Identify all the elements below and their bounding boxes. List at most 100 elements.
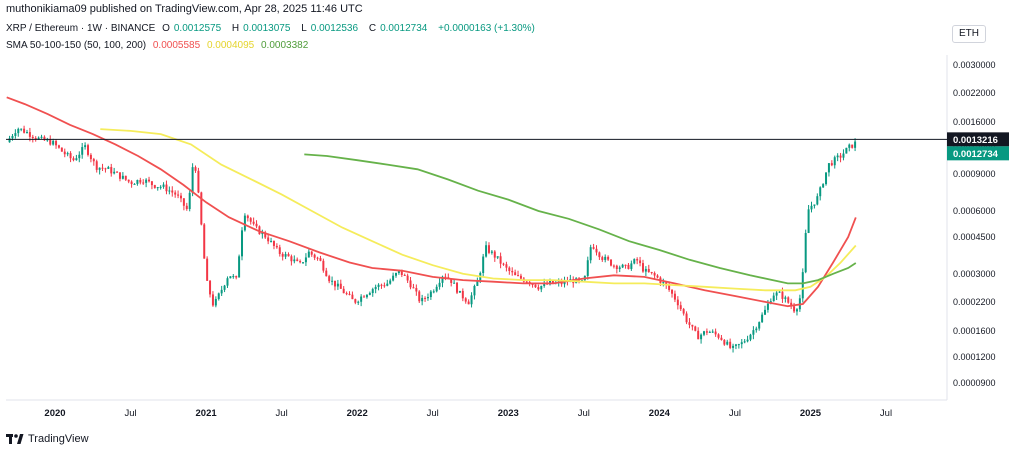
high-value: 0.0013075 <box>243 23 291 34</box>
candle-body <box>380 284 383 286</box>
sma-legend: SMA 50-100-150 (50, 100, 200) 0.0005585 … <box>6 40 312 51</box>
y-tick-label: 0.0004500 <box>953 232 996 242</box>
candle-body <box>165 184 168 192</box>
candle-body <box>679 305 682 310</box>
candle-body <box>377 284 380 287</box>
candle-body <box>473 285 476 296</box>
candle-body <box>775 292 778 296</box>
candle-body <box>476 280 479 286</box>
candle-body <box>14 133 17 136</box>
candle-body <box>360 296 363 302</box>
candle-body <box>28 132 31 137</box>
candle-body <box>813 204 816 206</box>
candle-body <box>827 163 830 173</box>
candle-body <box>177 194 180 196</box>
candle-body <box>264 232 267 238</box>
candle-body <box>25 132 28 134</box>
candle-body <box>182 198 185 206</box>
ohlc-close: C 0.0012734 <box>369 23 432 34</box>
candle-body <box>107 167 110 169</box>
candle-body <box>702 331 705 335</box>
candle-body <box>848 144 851 148</box>
candle-body <box>69 153 72 159</box>
candle-body <box>435 286 438 292</box>
candle-body <box>171 190 174 193</box>
sma-line-sma200 <box>304 153 857 285</box>
candle-body <box>662 282 665 284</box>
candle-body <box>95 161 98 170</box>
candle-body <box>604 256 607 260</box>
candle-body <box>630 263 633 269</box>
candle-body <box>511 271 514 273</box>
candle-body <box>589 247 592 261</box>
candle-body <box>81 147 84 155</box>
candle-body <box>331 280 334 282</box>
candle-body <box>194 167 197 171</box>
x-tick-label: Jul <box>578 408 590 419</box>
candle-body <box>395 273 398 276</box>
candle-body <box>470 295 473 305</box>
candle-body <box>653 272 656 276</box>
symbol-name[interactable]: XRP / Ethereum · 1W · BINANCE <box>6 23 156 34</box>
candle-body <box>243 215 246 231</box>
candle-body <box>406 275 409 281</box>
candle-body <box>426 297 429 299</box>
sma-label[interactable]: SMA 50-100-150 (50, 100, 200) <box>6 40 147 51</box>
candle-body <box>214 298 217 306</box>
candle-body <box>804 232 807 273</box>
candle-body <box>272 240 275 246</box>
candle-body <box>246 215 249 219</box>
candle-body <box>139 179 142 183</box>
candle-body <box>310 251 313 255</box>
candle-body <box>185 205 188 210</box>
candle-body <box>200 192 203 225</box>
y-tick-label: 0.0003000 <box>953 269 996 279</box>
candle-body <box>60 147 63 152</box>
candle-body <box>142 182 145 184</box>
candle-body <box>749 334 752 340</box>
candle-body <box>830 163 833 166</box>
candle-body <box>302 262 305 264</box>
y-tick-label: 0.0022000 <box>953 88 996 98</box>
high-label: H <box>231 23 240 34</box>
candle-body <box>705 331 708 333</box>
candle-body <box>717 334 720 338</box>
candle-body <box>458 290 461 293</box>
candle-body <box>348 293 351 295</box>
last-price-label: 0.0012734 <box>953 149 999 160</box>
candle-body <box>845 147 848 154</box>
candle-body <box>467 301 470 305</box>
low-value: 0.0012536 <box>310 23 359 34</box>
x-tick-label: Jul <box>880 408 892 419</box>
crosshair-price-label: 0.0013216 <box>953 135 998 146</box>
tradingview-branding[interactable]: TradingView <box>6 433 89 445</box>
candle-body <box>206 258 209 281</box>
x-tick-label: Jul <box>427 408 439 419</box>
candle-body <box>400 269 403 275</box>
candle-body <box>345 293 348 295</box>
candle-body <box>636 259 639 261</box>
candle-body <box>644 268 647 272</box>
candle-body <box>618 267 621 270</box>
candle-body <box>386 283 389 286</box>
x-tick-label: 2024 <box>649 408 671 419</box>
sma50-value: 0.0005585 <box>152 40 201 51</box>
candle-body <box>287 254 290 257</box>
candle-body <box>418 291 421 302</box>
currency-badge[interactable]: ETH <box>952 25 986 43</box>
y-tick-label: 0.0030000 <box>953 60 996 70</box>
candle-body <box>444 276 447 278</box>
x-tick-label: 2022 <box>347 408 368 419</box>
x-tick-label: 2021 <box>196 408 218 419</box>
candle-body <box>732 345 735 348</box>
candle-body <box>333 280 336 287</box>
candle-body <box>383 285 386 287</box>
y-tick-label: 0.0016000 <box>953 117 996 127</box>
candle-body <box>700 334 703 340</box>
candle-body <box>217 293 220 299</box>
candle-body <box>607 256 610 260</box>
candle-body <box>601 257 604 260</box>
x-tick-label: Jul <box>124 408 136 419</box>
candle-body <box>816 196 819 205</box>
